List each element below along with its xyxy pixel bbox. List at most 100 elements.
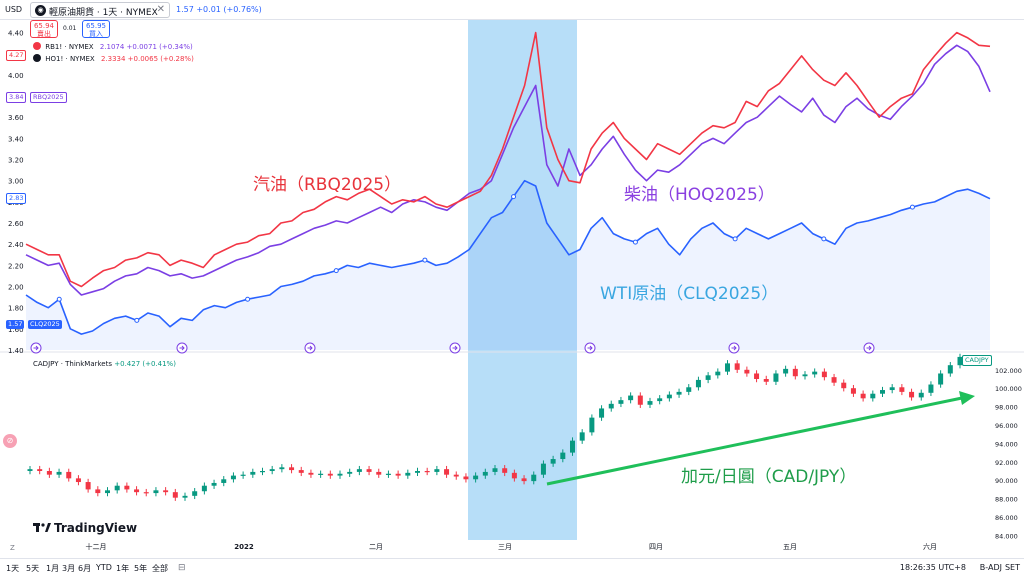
candle-body	[560, 452, 566, 460]
spread-value: 0.01	[63, 25, 77, 32]
calendar-range-icon[interactable]: ⊟	[178, 563, 186, 573]
timezone-icon[interactable]: Z	[10, 544, 15, 552]
cl-marker	[134, 317, 140, 323]
timeframe-5y[interactable]: 5年	[134, 564, 148, 573]
candle-body	[695, 379, 701, 388]
candle-body	[618, 400, 624, 404]
buy-button[interactable]: 65.95 買入	[82, 20, 110, 38]
candle-body	[153, 490, 159, 494]
candle-body	[599, 408, 605, 418]
annotation-gasoline: 汽油（RBQ2025）	[253, 175, 402, 195]
candle-body	[114, 485, 120, 491]
candle-body	[46, 471, 52, 475]
candle-body	[773, 373, 779, 382]
candle-body	[308, 472, 314, 475]
candle-body	[657, 398, 663, 402]
event-arrow-icon	[731, 345, 737, 351]
candle-body	[327, 473, 333, 476]
cadjpy-y-tick-label: 96.000	[995, 422, 1018, 430]
set-toggle[interactable]: SET	[1004, 563, 1020, 572]
candle-body	[850, 388, 856, 394]
candle-body	[211, 482, 217, 486]
y-tick-label: 1.60	[8, 326, 24, 334]
event-arrow-icon	[307, 345, 313, 351]
x-tick-label: 五月	[783, 543, 797, 551]
candle-body	[366, 469, 372, 472]
cadjpy-y-tick-label: 90.000	[995, 477, 1018, 485]
symbol-title: 輕原油期貨 · 1天 · NYMEX	[49, 8, 158, 18]
candle-body	[957, 356, 963, 366]
ho-price-tag: 3.84	[6, 92, 27, 103]
series-line-hoq2025	[25, 44, 991, 296]
timeframe-1d[interactable]: 1天	[6, 564, 20, 573]
cl-marker	[732, 236, 738, 242]
timeframe-ytd[interactable]: YTD	[96, 563, 112, 572]
event-arrow-icon	[866, 345, 872, 351]
buy-price: 65.95	[85, 22, 107, 30]
candle-body	[725, 363, 730, 372]
cl-marker	[909, 204, 915, 210]
y-tick-label: 4.00	[8, 72, 24, 80]
rb-series-tag: RBQ2025	[30, 92, 67, 103]
candle-body	[637, 395, 643, 405]
candle-body	[105, 490, 110, 494]
candle-body	[453, 474, 459, 477]
candle-body	[260, 471, 265, 473]
candle-body	[889, 387, 895, 391]
cadjpy-legend[interactable]: CADJPY · ThinkMarkets +0.427 (+0.41%)	[33, 360, 176, 368]
candle-body	[134, 489, 140, 493]
candle-body	[899, 387, 905, 392]
candle-body	[279, 467, 285, 470]
cl-marker	[821, 236, 827, 242]
cl-price-tag: 1.57	[6, 320, 25, 329]
candle-body	[647, 401, 653, 405]
close-icon[interactable]: ✕	[156, 4, 165, 15]
side-panel-icon[interactable]: ⊘	[3, 434, 17, 448]
timeframe-1m[interactable]: 1月	[46, 564, 60, 573]
buy-label: 買入	[89, 30, 103, 38]
timeframe-6m[interactable]: 6月	[78, 564, 92, 573]
cadjpy-y-tick-label: 98.000	[995, 404, 1018, 412]
chart-canvas[interactable]: 1.401.601.802.002.202.402.602.803.003.20…	[0, 20, 1024, 558]
event-arrow-icon	[587, 345, 593, 351]
x-tick-label: 二月	[369, 543, 383, 551]
timeframe-5d[interactable]: 5天	[26, 564, 40, 573]
cadjpy-title: CADJPY · ThinkMarkets	[33, 360, 113, 368]
candle-body	[783, 368, 789, 374]
timeframe-all[interactable]: 全部	[152, 564, 168, 573]
candle-body	[269, 469, 275, 471]
candle-body	[182, 495, 188, 498]
cadjpy-y-tick-label: 84.000	[995, 532, 1018, 540]
symbol-search-box[interactable]: ◉ 輕原油期貨 · 1天 · NYMEX ✕	[30, 2, 170, 18]
cadjpy-y-tick-label: 94.000	[995, 440, 1018, 448]
event-arrow-icon	[33, 345, 39, 351]
x-tick-label: 十二月	[86, 542, 107, 551]
candle-body	[531, 474, 537, 482]
cl-marker	[422, 257, 428, 263]
timeframe-3m[interactable]: 3月	[62, 564, 76, 573]
candle-body	[734, 363, 740, 370]
ho-values: 2.3334 +0.0065 (+0.28%)	[100, 55, 194, 63]
y-tick-label: 2.40	[8, 241, 24, 249]
rb-values: 2.1074 +0.0071 (+0.34%)	[99, 43, 193, 51]
badj-toggle[interactable]: B-ADJ	[979, 563, 1002, 572]
candle-body	[163, 490, 169, 493]
sell-button[interactable]: 65.94 賣出	[30, 20, 58, 38]
timeframe-1y[interactable]: 1年	[116, 564, 130, 573]
candle-body	[192, 491, 198, 496]
rb-label: RB1! · NYMEX	[45, 43, 94, 51]
legend-rb[interactable]: RB1! · NYMEX 2.1074 +0.0071 (+0.34%)	[33, 42, 193, 51]
cadjpy-axis-tag: CADJPY	[962, 355, 992, 366]
candle-body	[298, 470, 304, 473]
cadjpy-y-tick-label: 100.000	[995, 385, 1022, 393]
symbol-change: 1.57 +0.01 (+0.76%)	[176, 5, 262, 14]
candle-body	[172, 492, 178, 498]
candle-body	[860, 393, 866, 399]
candle-body	[705, 375, 711, 380]
ho-label: HO1! · NYMEX	[45, 55, 95, 63]
cl-marker	[632, 239, 638, 245]
annotation-cadjpy: 加元/日圓（CAD/JPY）	[681, 467, 857, 487]
candle-body	[686, 387, 692, 392]
legend-ho[interactable]: HO1! · NYMEX 2.3334 +0.0065 (+0.28%)	[33, 54, 194, 63]
candle-body	[318, 473, 324, 475]
